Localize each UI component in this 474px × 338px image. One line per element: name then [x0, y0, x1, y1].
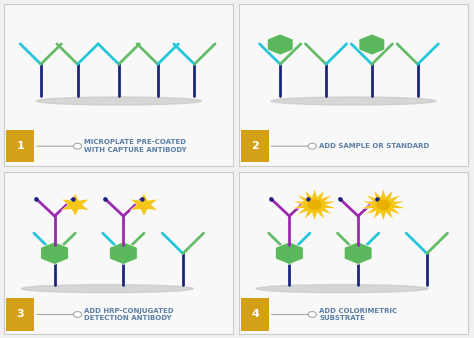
- Ellipse shape: [256, 285, 428, 293]
- Polygon shape: [61, 193, 89, 216]
- Circle shape: [73, 312, 82, 317]
- Polygon shape: [359, 34, 385, 55]
- Ellipse shape: [271, 97, 436, 105]
- Polygon shape: [267, 34, 293, 55]
- Text: ADD COLORIMETRIC
SUBSTRATE: ADD COLORIMETRIC SUBSTRATE: [319, 308, 397, 321]
- Polygon shape: [41, 242, 68, 264]
- Circle shape: [377, 200, 390, 209]
- Polygon shape: [130, 193, 158, 216]
- Text: 2: 2: [251, 141, 259, 151]
- Text: ADD SAMPLE OR STANDARD: ADD SAMPLE OR STANDARD: [319, 143, 429, 149]
- Circle shape: [308, 200, 321, 209]
- Circle shape: [73, 143, 82, 149]
- Ellipse shape: [36, 97, 201, 105]
- FancyBboxPatch shape: [241, 130, 269, 162]
- FancyBboxPatch shape: [7, 298, 34, 331]
- Polygon shape: [109, 242, 137, 264]
- Circle shape: [308, 312, 316, 317]
- Text: 3: 3: [17, 310, 24, 319]
- Text: MICROPLATE PRE-COATED
WITH CAPTURE ANTIBODY: MICROPLATE PRE-COATED WITH CAPTURE ANTIB…: [84, 139, 187, 153]
- Text: 1: 1: [16, 141, 24, 151]
- Polygon shape: [361, 189, 406, 221]
- Polygon shape: [344, 242, 372, 264]
- Polygon shape: [275, 242, 303, 264]
- Polygon shape: [292, 189, 337, 221]
- FancyBboxPatch shape: [7, 130, 34, 162]
- Circle shape: [308, 143, 316, 149]
- Text: ADD HRP-CONJUGATED
DETECTION ANTIBODY: ADD HRP-CONJUGATED DETECTION ANTIBODY: [84, 308, 174, 321]
- FancyBboxPatch shape: [241, 298, 269, 331]
- Text: 4: 4: [251, 310, 259, 319]
- Ellipse shape: [21, 285, 193, 293]
